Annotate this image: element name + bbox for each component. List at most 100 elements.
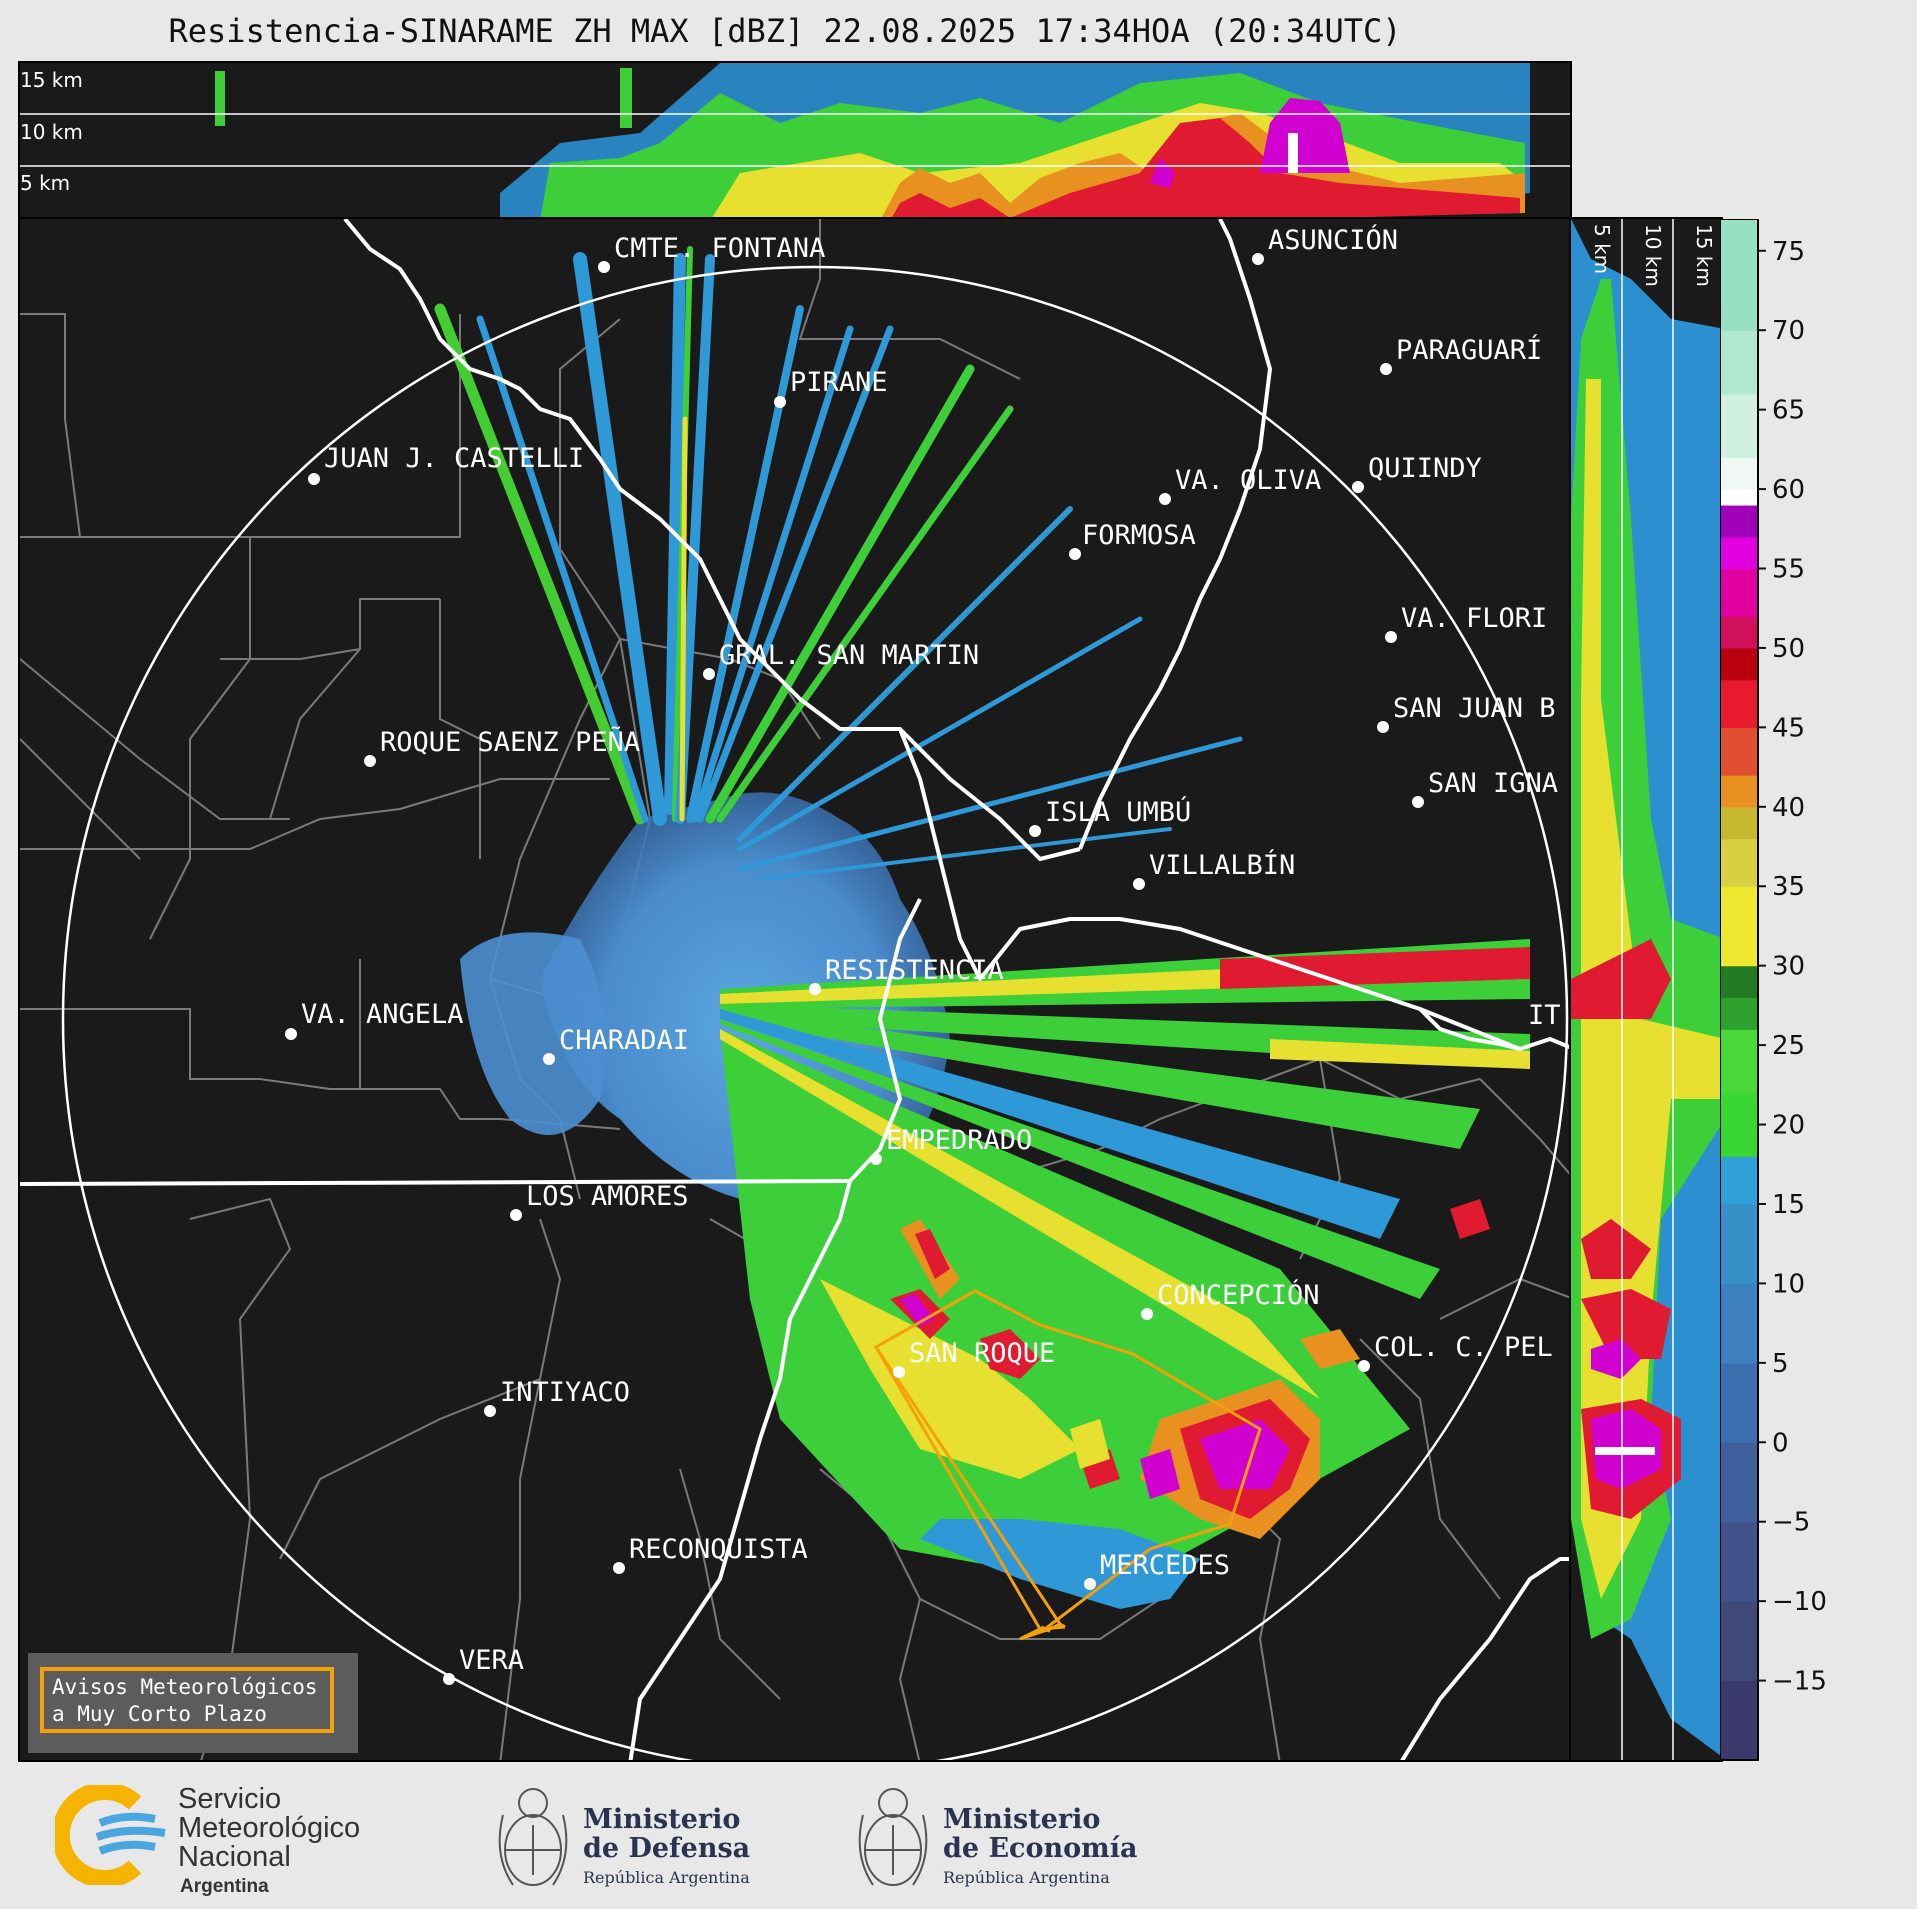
colorbar-band: [1720, 759, 1758, 776]
economia-line1: Ministerio: [943, 1804, 1101, 1835]
legend-line1: Avisos Meteorológicos: [52, 1675, 318, 1699]
city-san-igna: SAN IGNA: [1428, 768, 1558, 799]
city-cmte-fontana: CMTE. FONTANA: [614, 233, 825, 264]
defensa-line1: Ministerio: [583, 1804, 741, 1835]
colorbar-band: [1720, 997, 1758, 1014]
colorbar-band: [1720, 1013, 1758, 1030]
colorbar-band: [1720, 1410, 1758, 1427]
colorbar-band: [1720, 1442, 1758, 1459]
colorbar-tick-label: 30: [1772, 952, 1805, 982]
colorbar-band: [1720, 695, 1758, 713]
colorbar-band: [1720, 949, 1758, 967]
colorbar-band: [1720, 1331, 1758, 1348]
city-concepcion: CONCEPCIÓN: [1157, 1279, 1320, 1311]
colorbar-tick-label: 20: [1772, 1111, 1805, 1141]
colorbar-tick-label: 55: [1772, 555, 1805, 585]
colorbar-band: [1720, 1378, 1758, 1396]
colorbar-tick-label: 25: [1772, 1031, 1805, 1061]
colorbar-band: [1720, 918, 1758, 935]
colorbar-band: [1720, 981, 1758, 999]
warning-legend: Avisos Meteorológicos a Muy Corto Plazo: [28, 1653, 358, 1753]
colorbar-band: [1720, 1505, 1758, 1523]
colorbar-band: [1720, 1060, 1758, 1078]
city-vera: VERA: [459, 1645, 524, 1676]
colorbar-band: [1720, 346, 1758, 363]
colorbar-band: [1720, 965, 1758, 983]
colorbar-band: [1720, 1203, 1758, 1221]
colorbar-band: [1720, 663, 1758, 681]
economia-name: Ministerio de Economía República Argenti…: [943, 1805, 1137, 1892]
colorbar-band: [1720, 1362, 1758, 1380]
colorbar-band: [1720, 1092, 1758, 1110]
colorbar-band: [1720, 1267, 1758, 1285]
colorbar-band: [1720, 409, 1758, 427]
colorbar-band: [1720, 1537, 1758, 1555]
colorbar-band: [1720, 1283, 1758, 1300]
colorbar-band: [1720, 1585, 1758, 1602]
colorbar-band: [1720, 552, 1758, 570]
colorbar-tick-label: 45: [1772, 713, 1805, 743]
colorbar-band: [1720, 520, 1758, 538]
top-height-label-10: 10 km: [20, 120, 83, 144]
radar-map[interactable]: CMTE. FONTANA ASUNCIÓN PARAGUARÍ PIRANE …: [18, 217, 1572, 1762]
colorbar-band: [1720, 234, 1758, 252]
colorbar-band: [1720, 219, 1758, 236]
colorbar-band: [1720, 711, 1758, 728]
colorbar-band: [1720, 1426, 1758, 1443]
colorbar-band: [1720, 330, 1758, 347]
colorbar-band: [1720, 393, 1758, 411]
colorbar-band: [1720, 1315, 1758, 1332]
smn-line1: Servicio: [178, 1783, 282, 1815]
colorbar-tick-label: −15: [1772, 1667, 1827, 1697]
colorbar-band: [1720, 1696, 1758, 1713]
city-formosa: FORMOSA: [1082, 520, 1196, 551]
colorbar-band: [1720, 536, 1758, 554]
colorbar-tick-label: 65: [1772, 396, 1805, 426]
colorbar-band: [1720, 775, 1758, 792]
colorbar-band: [1720, 870, 1758, 887]
colorbar-band: [1720, 1076, 1758, 1094]
top-cross-section: 15 km 10 km 5 km: [18, 61, 1572, 219]
colorbar-band: [1720, 822, 1758, 840]
colorbar-tick-label: 10: [1772, 1269, 1805, 1299]
city-it: IT: [1528, 1000, 1561, 1031]
colorbar-band: [1720, 314, 1758, 331]
colorbar-band: [1720, 1632, 1758, 1650]
city-va-flori: VA. FLORI: [1401, 603, 1547, 634]
colorbar-tick-label: 35: [1772, 872, 1805, 902]
colorbar-tick-label: 75: [1772, 237, 1805, 267]
colorbar-band: [1720, 441, 1758, 458]
smn-name: Servicio Meteorológico Nacional Argentin…: [178, 1785, 360, 1901]
colorbar-band: [1720, 600, 1758, 617]
colorbar-band: [1720, 886, 1758, 903]
side-height-label-15: 15 km: [1692, 224, 1716, 287]
coat-of-arms-icon: [498, 1788, 568, 1886]
colorbar-band: [1720, 790, 1758, 808]
colorbar-band: [1720, 632, 1758, 649]
colorbar-tick-label: −5: [1772, 1508, 1810, 1538]
colorbar-band: [1720, 473, 1758, 490]
city-mercedes: MERCEDES: [1100, 1550, 1230, 1581]
colorbar-band: [1720, 1744, 1758, 1761]
colorbar-band: [1720, 1712, 1758, 1729]
colorbar-band: [1720, 1458, 1758, 1475]
colorbar-tick-label: 60: [1772, 475, 1805, 505]
side-height-label-5: 5 km: [1590, 224, 1614, 274]
colorbar-tick-label: 40: [1772, 793, 1805, 823]
city-roque-saenz-pena: ROQUE SAENZ PEÑA: [380, 726, 640, 758]
colorbar-band: [1720, 1235, 1758, 1253]
city-asuncion: ASUNCIÓN: [1268, 224, 1398, 256]
colorbar-band: [1720, 854, 1758, 871]
colorbar-tick-label: 0: [1772, 1428, 1789, 1458]
map-title: Resistencia-SINARAME ZH MAX [dBZ] 22.08.…: [168, 12, 1402, 50]
colorbar-band: [1720, 250, 1758, 268]
colorbar-tick-label: 50: [1772, 634, 1805, 664]
colorbar-band: [1720, 902, 1758, 919]
colorbar-band: [1720, 1156, 1758, 1173]
coat-of-arms-icon: [858, 1788, 928, 1886]
colorbar-band: [1720, 1299, 1758, 1316]
colorbar-band: [1720, 1617, 1758, 1634]
top-height-label-5: 5 km: [20, 171, 70, 195]
city-col-c-pel: COL. C. PEL: [1374, 1332, 1553, 1363]
city-pirane: PIRANE: [790, 367, 888, 398]
